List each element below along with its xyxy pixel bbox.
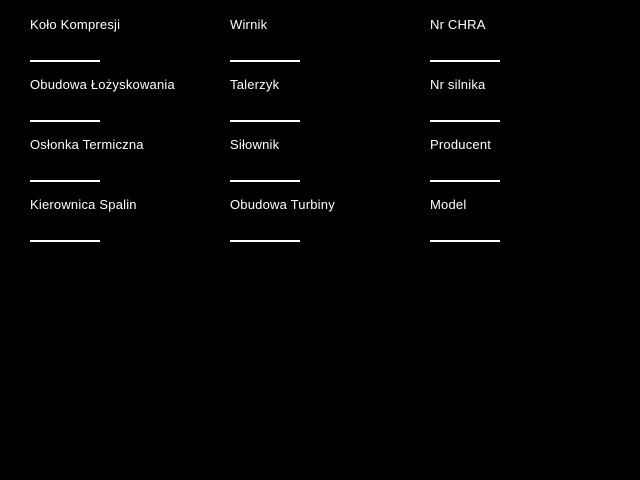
field-label-wirnik: Wirnik [230,17,268,32]
field-input-kierownica-spalin[interactable] [30,226,100,242]
field-label-nr-chra: Nr CHRA [430,17,486,32]
field-input-nr-silnika[interactable] [430,106,500,122]
form-field: Siłownik [230,137,430,197]
form-field: Talerzyk [230,77,430,137]
field-input-wirnik[interactable] [230,46,300,62]
field-label-obudowa-lozyskowania: Obudowa Łożyskowania [30,77,175,92]
form-field: Nr silnika [430,77,630,137]
field-input-nr-chra[interactable] [430,46,500,62]
field-input-kolo-kompresji[interactable] [30,46,100,62]
field-label-nr-silnika: Nr silnika [430,77,486,92]
form-field: Obudowa Łożyskowania [30,77,230,137]
field-label-oslonka-termiczna: Osłonka Termiczna [30,137,144,152]
form-column-2: Wirnik Talerzyk Siłownik Obudowa Turbiny [230,0,430,257]
form-field: Kierownica Spalin [30,197,230,257]
field-input-obudowa-turbiny[interactable] [230,226,300,242]
parts-form: Koło Kompresji Obudowa Łożyskowania Osło… [30,0,630,257]
form-column-1: Koło Kompresji Obudowa Łożyskowania Osło… [30,0,230,257]
form-field: Osłonka Termiczna [30,137,230,197]
field-input-silownik[interactable] [230,166,300,182]
form-field: Producent [430,137,630,197]
field-input-talerzyk[interactable] [230,106,300,122]
form-field: Model [430,197,630,257]
form-field: Nr CHRA [430,17,630,77]
field-input-producent[interactable] [430,166,500,182]
field-label-talerzyk: Talerzyk [230,77,280,92]
field-label-kolo-kompresji: Koło Kompresji [30,17,121,32]
field-label-silownik: Siłownik [230,137,280,152]
field-input-obudowa-lozyskowania[interactable] [30,106,100,122]
form-field: Wirnik [230,17,430,77]
form-field: Koło Kompresji [30,17,230,77]
form-column-3: Nr CHRA Nr silnika Producent Model [430,0,630,257]
field-input-oslonka-termiczna[interactable] [30,166,100,182]
field-input-model[interactable] [430,226,500,242]
field-label-model: Model [430,197,467,212]
field-label-obudowa-turbiny: Obudowa Turbiny [230,197,335,212]
field-label-producent: Producent [430,137,492,152]
field-label-kierownica-spalin: Kierownica Spalin [30,197,137,212]
form-field: Obudowa Turbiny [230,197,430,257]
